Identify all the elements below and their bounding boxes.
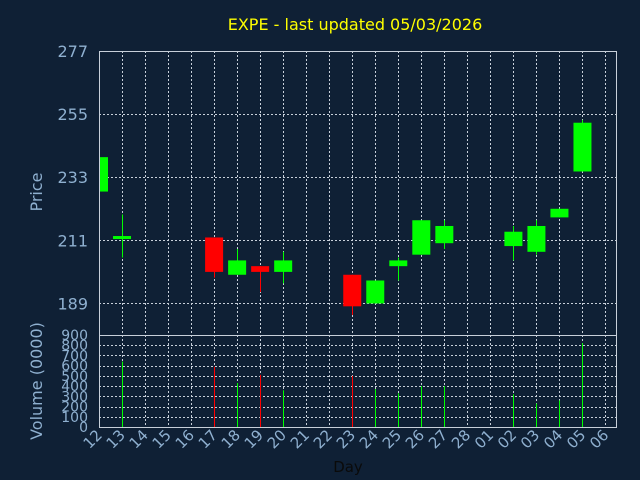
candle-body	[113, 236, 132, 240]
chart-title: EXPE - last updated 05/03/2026	[228, 15, 483, 34]
volume-tick-label: 500	[61, 369, 88, 385]
candle-body	[343, 274, 362, 307]
candle-body	[205, 237, 224, 272]
candle-body	[251, 266, 270, 272]
x-axis-label: Day	[333, 458, 363, 476]
price-axis-label: Price	[27, 172, 46, 211]
volume-tick-label: 300	[61, 389, 88, 405]
volume-tick-label: 200	[61, 400, 88, 416]
price-tick-label: 277	[57, 42, 88, 61]
x-tick-label: 06	[586, 426, 612, 452]
volume-bars	[122, 343, 583, 427]
candle-body	[412, 220, 431, 255]
candle-body	[435, 225, 454, 244]
price-tick-label: 255	[57, 105, 88, 124]
volume-tick-label: 400	[61, 379, 88, 395]
volume-tick-label: 800	[61, 338, 88, 354]
candle-body	[527, 225, 546, 252]
volume-tick-label: 600	[61, 359, 88, 375]
candle-body	[366, 280, 385, 304]
volume-tick-label: 0	[79, 420, 88, 436]
candle-body	[274, 260, 293, 272]
price-tick-label: 189	[57, 294, 88, 313]
price-tick-label: 211	[57, 231, 88, 250]
volume-tick-label: 700	[61, 348, 88, 364]
candle-body	[550, 208, 569, 218]
volume-axis-label: Volume (0000)	[27, 322, 46, 440]
candle-body	[389, 260, 408, 267]
candle-body	[228, 260, 247, 275]
candle-body	[504, 231, 523, 247]
candle-body	[573, 122, 592, 172]
price-candles	[99, 119, 592, 315]
plot-frames	[99, 51, 617, 428]
volume-tick-label: 900	[61, 328, 88, 344]
volume-plot-frame	[99, 335, 617, 428]
volume-tick-label: 100	[61, 410, 88, 426]
candle-body	[99, 157, 108, 192]
price-tick-label: 233	[57, 168, 88, 187]
